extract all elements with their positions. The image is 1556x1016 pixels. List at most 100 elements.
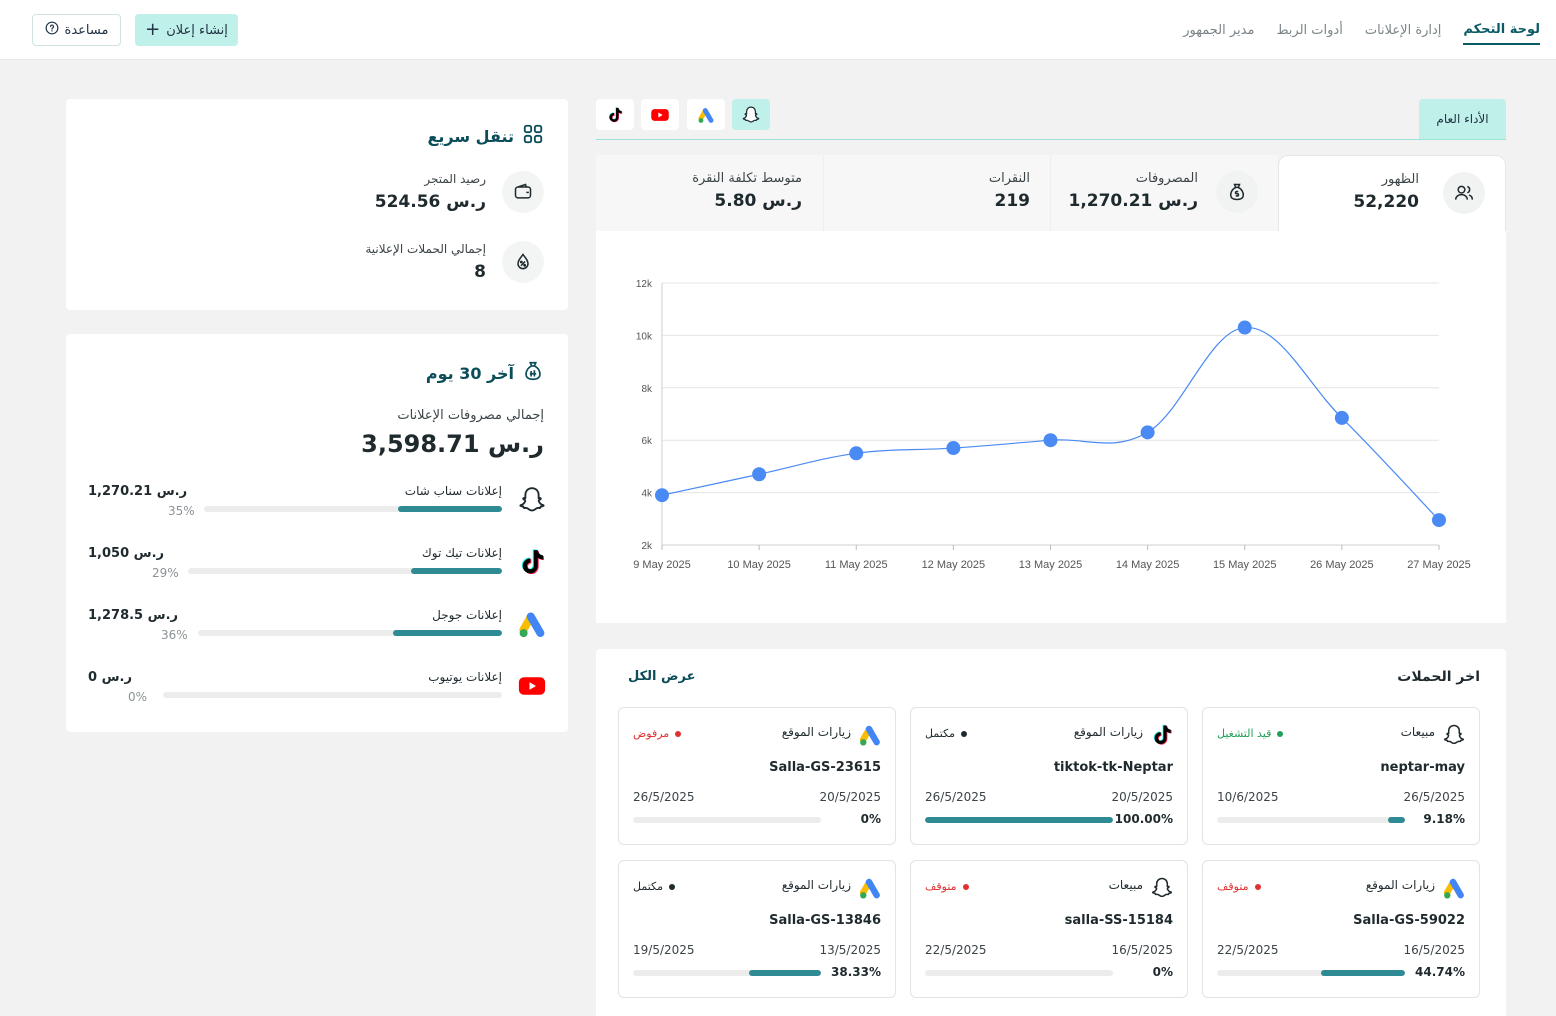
data-point[interactable] bbox=[1334, 410, 1349, 425]
campaign-status: متوقف bbox=[1217, 880, 1261, 893]
status-text: متوقف bbox=[1217, 880, 1249, 893]
platform-name: إعلانات يوتيوب bbox=[428, 670, 502, 684]
campaign-card[interactable]: زيارات الموقع مرفوض Salla-GS-23615 20/5/202… bbox=[618, 707, 896, 845]
y-tick-label: 12k bbox=[636, 279, 653, 290]
nav-item-dashboard[interactable]: لوحة التحكم bbox=[1463, 16, 1540, 45]
platform-name: إعلانات سناب شات bbox=[404, 484, 502, 498]
metric-impressions-value: 52,220 bbox=[1353, 192, 1419, 212]
campaign-progress-fill bbox=[1387, 817, 1405, 823]
last-30-days-card: آخر 30 يوم إجمالي مصروفات الإعلانات 3,59… bbox=[66, 334, 568, 732]
status-text: مكتمل bbox=[633, 880, 663, 893]
nav-item-ads-management[interactable]: إدارة الإعلانات bbox=[1364, 22, 1442, 38]
last-30-days-header: آخر 30 يوم bbox=[426, 360, 544, 386]
google-ads-icon bbox=[516, 608, 548, 640]
metric-spend[interactable]: المصروفات 1,270.21 ر.س bbox=[1050, 155, 1278, 231]
campaign-progress-bar bbox=[633, 970, 821, 976]
data-point[interactable] bbox=[752, 467, 767, 482]
campaign-end-date: 10/6/2025 bbox=[1217, 790, 1279, 804]
x-tick-label: 14 May 2025 bbox=[1116, 559, 1180, 571]
data-point[interactable] bbox=[1140, 425, 1155, 440]
platform-percent: 36% bbox=[161, 628, 188, 642]
campaign-card[interactable]: زيارات الموقع متوقف Salla-GS-59022 16/5/202… bbox=[1202, 860, 1480, 998]
users-icon bbox=[1443, 172, 1485, 214]
data-point[interactable] bbox=[946, 441, 961, 456]
create-ad-button[interactable]: + إنشاء إعلان bbox=[135, 14, 238, 46]
platform-tab-snapchat[interactable] bbox=[732, 99, 770, 130]
metric-avg-cpc[interactable]: متوسط تكلفة النقرة 5.80 ر.س bbox=[596, 155, 823, 231]
google-ads-icon bbox=[857, 875, 883, 901]
platform-progress-fill bbox=[410, 568, 502, 574]
money-bag-icon bbox=[522, 360, 544, 386]
metric-impressions-label: الظهور bbox=[1381, 172, 1419, 187]
total-ad-spend-value: 3,598.71 ر.س bbox=[361, 430, 544, 458]
campaign-card[interactable]: مبيعات متوقف salla-SS-15184 16/5/2025 22/5/2… bbox=[910, 860, 1188, 998]
campaign-progress-bar bbox=[633, 817, 821, 823]
campaign-progress-bar bbox=[1217, 970, 1405, 976]
platform-percent: 29% bbox=[152, 566, 179, 580]
campaign-start-date: 13/5/2025 bbox=[819, 943, 881, 957]
metric-avg-cpc-label: متوسط تكلفة النقرة bbox=[692, 171, 802, 186]
data-point[interactable] bbox=[849, 446, 864, 461]
status-dot-icon bbox=[675, 730, 682, 737]
create-ad-label: إنشاء إعلان bbox=[166, 22, 228, 38]
campaign-start-date: 16/5/2025 bbox=[1111, 943, 1173, 957]
platform-tab-google-ads[interactable] bbox=[687, 99, 725, 130]
campaign-card[interactable]: زيارات الموقع مكتمل Salla-GS-13846 13/5/202… bbox=[618, 860, 896, 998]
general-performance-tab[interactable]: الأداء العام bbox=[1419, 99, 1506, 139]
campaign-progress-percent: 0% bbox=[860, 812, 881, 826]
nav-item-audience-manager[interactable]: مدير الجمهور bbox=[1183, 22, 1255, 38]
data-point[interactable] bbox=[655, 488, 669, 503]
campaign-end-date: 26/5/2025 bbox=[633, 790, 695, 804]
total-campaigns-stat[interactable]: إجمالي الحملات الإعلانية 8 bbox=[365, 241, 544, 283]
data-point[interactable] bbox=[1043, 433, 1058, 448]
snapchat-icon bbox=[1149, 875, 1175, 901]
data-point[interactable] bbox=[1237, 320, 1252, 335]
data-point[interactable] bbox=[1432, 513, 1446, 528]
platform-tab-tiktok[interactable] bbox=[596, 99, 634, 130]
campaign-card[interactable]: مبيعات قيد التشغيل neptar-may 26/5/2025 10/6… bbox=[1202, 707, 1480, 845]
platform-tab-youtube[interactable] bbox=[641, 99, 679, 130]
last-30-days-title: آخر 30 يوم bbox=[425, 363, 514, 383]
campaign-progress-fill bbox=[1320, 970, 1405, 976]
status-dot-icon bbox=[960, 730, 967, 737]
platform-progress-bar bbox=[198, 630, 502, 636]
platform-amount: 1,270.21 ر.س bbox=[88, 484, 188, 499]
y-tick-label: 2k bbox=[641, 541, 653, 552]
campaign-card[interactable]: زيارات الموقع مكتمل tiktok-tk-Neptar 20/5/2… bbox=[910, 707, 1188, 845]
platform-percent: 0% bbox=[128, 690, 148, 704]
campaign-end-date: 22/5/2025 bbox=[925, 943, 987, 957]
tab-underline bbox=[596, 139, 1506, 140]
x-tick-label: 13 May 2025 bbox=[1019, 559, 1083, 571]
campaign-start-date: 16/5/2025 bbox=[1403, 943, 1465, 957]
y-tick-label: 4k bbox=[641, 489, 653, 500]
help-button[interactable]: مساعدة bbox=[32, 14, 121, 46]
quick-nav-card: تنقل سريع رصيد المتجر 524.56 ر.س إجمالي … bbox=[66, 99, 568, 310]
status-dot-icon bbox=[668, 883, 675, 890]
campaign-end-date: 26/5/2025 bbox=[925, 790, 987, 804]
platform-spend-row: إعلانات سناب شات 1,270.21 ر.س 35% bbox=[88, 484, 548, 534]
store-balance-stat[interactable]: رصيد المتجر 524.56 ر.س bbox=[375, 171, 544, 213]
nav-item-integration-tools[interactable]: أدوات الربط bbox=[1276, 22, 1343, 38]
tiktok-icon bbox=[606, 106, 624, 124]
latest-campaigns-title: اخر الحملات bbox=[1397, 669, 1480, 685]
platform-spend-row: إعلانات يوتيوب 0 ر.س 0% bbox=[88, 670, 548, 720]
metric-impressions[interactable]: الظهور 52,220 bbox=[1278, 155, 1506, 231]
grid-icon bbox=[522, 123, 544, 149]
campaign-progress-bar bbox=[1217, 817, 1405, 823]
performance-line-chart: 2k 4k 6k 8k 10k 12k 9 May 2025 10 May 2025 11 Ma… bbox=[633, 279, 1471, 571]
x-tick-label: 27 May 2025 bbox=[1407, 559, 1471, 571]
campaign-name: Salla-GS-23615 bbox=[769, 760, 881, 775]
campaign-end-date: 22/5/2025 bbox=[1217, 943, 1279, 957]
platform-percent: 35% bbox=[168, 504, 195, 518]
discount-drop-icon bbox=[502, 241, 544, 283]
campaign-objective: مبيعات bbox=[1400, 725, 1435, 739]
metric-clicks[interactable]: النقرات 219 bbox=[823, 155, 1050, 231]
campaign-progress-percent: 44.74% bbox=[1415, 965, 1465, 979]
snapchat-icon bbox=[1441, 722, 1467, 748]
quick-nav-header: تنقل سريع bbox=[427, 123, 544, 149]
view-all-link[interactable]: عرض الكل bbox=[628, 669, 696, 684]
campaign-progress-bar bbox=[925, 817, 1113, 823]
quick-nav-title: تنقل سريع bbox=[427, 126, 514, 146]
y-tick-label: 8k bbox=[641, 384, 653, 395]
money-bag-icon bbox=[1216, 171, 1258, 213]
